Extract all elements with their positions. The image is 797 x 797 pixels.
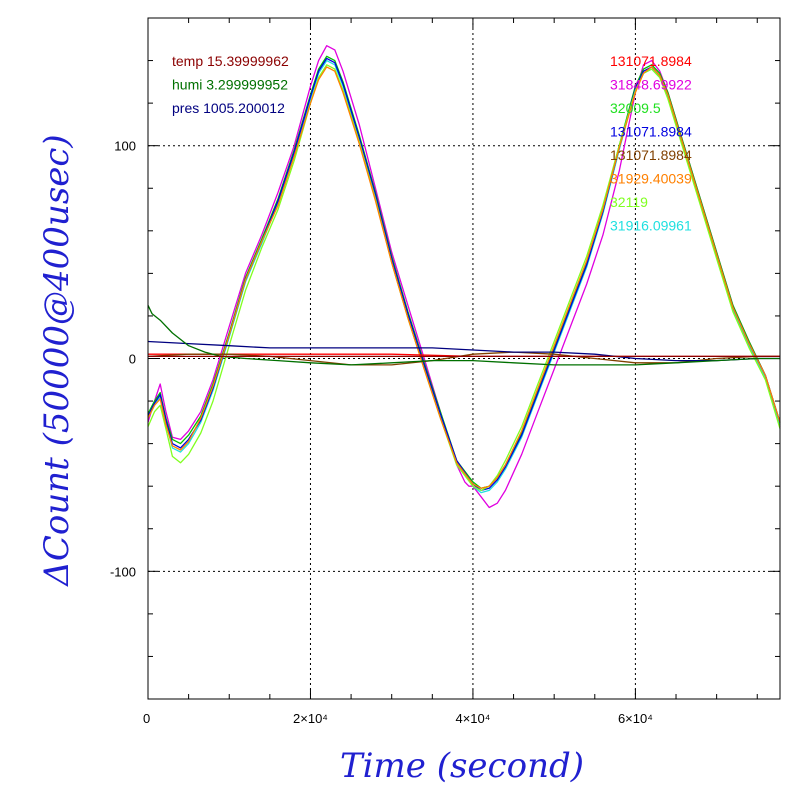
series-line-7 xyxy=(147,351,780,366)
legend-left-entry: temp 15.39999962 xyxy=(172,53,289,69)
legend-right-entry: 131071.8984 xyxy=(610,147,692,163)
legend-right-entry: 131071.8984 xyxy=(610,53,692,69)
x-axis-title: Time (second) xyxy=(340,746,584,786)
y-axis-title: ΔCount (50000@400usec) xyxy=(37,134,77,587)
y-tick-label: -100 xyxy=(110,564,136,579)
y-tick-label: 100 xyxy=(114,139,136,154)
legend-left-entry: pres 1005.200012 xyxy=(172,100,285,116)
x-tick-label: 4×10⁴ xyxy=(455,711,490,726)
series-line-1 xyxy=(147,55,781,489)
legend-right-entry: 31916.09961 xyxy=(610,218,692,234)
legend-right-entry: 31929.40039 xyxy=(610,171,692,187)
x-tick-label: 2×10⁴ xyxy=(293,711,328,726)
y-tick-label: 0 xyxy=(129,352,136,367)
series-line-9 xyxy=(147,305,780,366)
legend-right-entry: 31848.69922 xyxy=(610,77,692,93)
legend-right-entry: 32119 xyxy=(610,194,648,210)
legend-right-entry: 32009.5 xyxy=(610,100,661,116)
legend-right: 131071.8984 31848.69922 32009.5 131071.8984… xyxy=(610,53,692,234)
legend-left: temp 15.39999962 humi 3.299999952 pres 100… xyxy=(172,53,289,116)
x-tick-label: 0 xyxy=(143,711,150,726)
legend-right-entry: 131071.8984 xyxy=(610,124,692,140)
x-tick-label: 6×10⁴ xyxy=(618,711,653,726)
tick-labels: 0 2×10⁴ 4×10⁴ 6×10⁴ 100 0 -100 xyxy=(110,139,653,726)
plot-frame xyxy=(147,17,781,700)
series-line-5 xyxy=(147,66,781,489)
legend-left-entry: humi 3.299999952 xyxy=(172,77,288,93)
series-line-8 xyxy=(147,340,780,362)
series-lines xyxy=(147,45,781,509)
